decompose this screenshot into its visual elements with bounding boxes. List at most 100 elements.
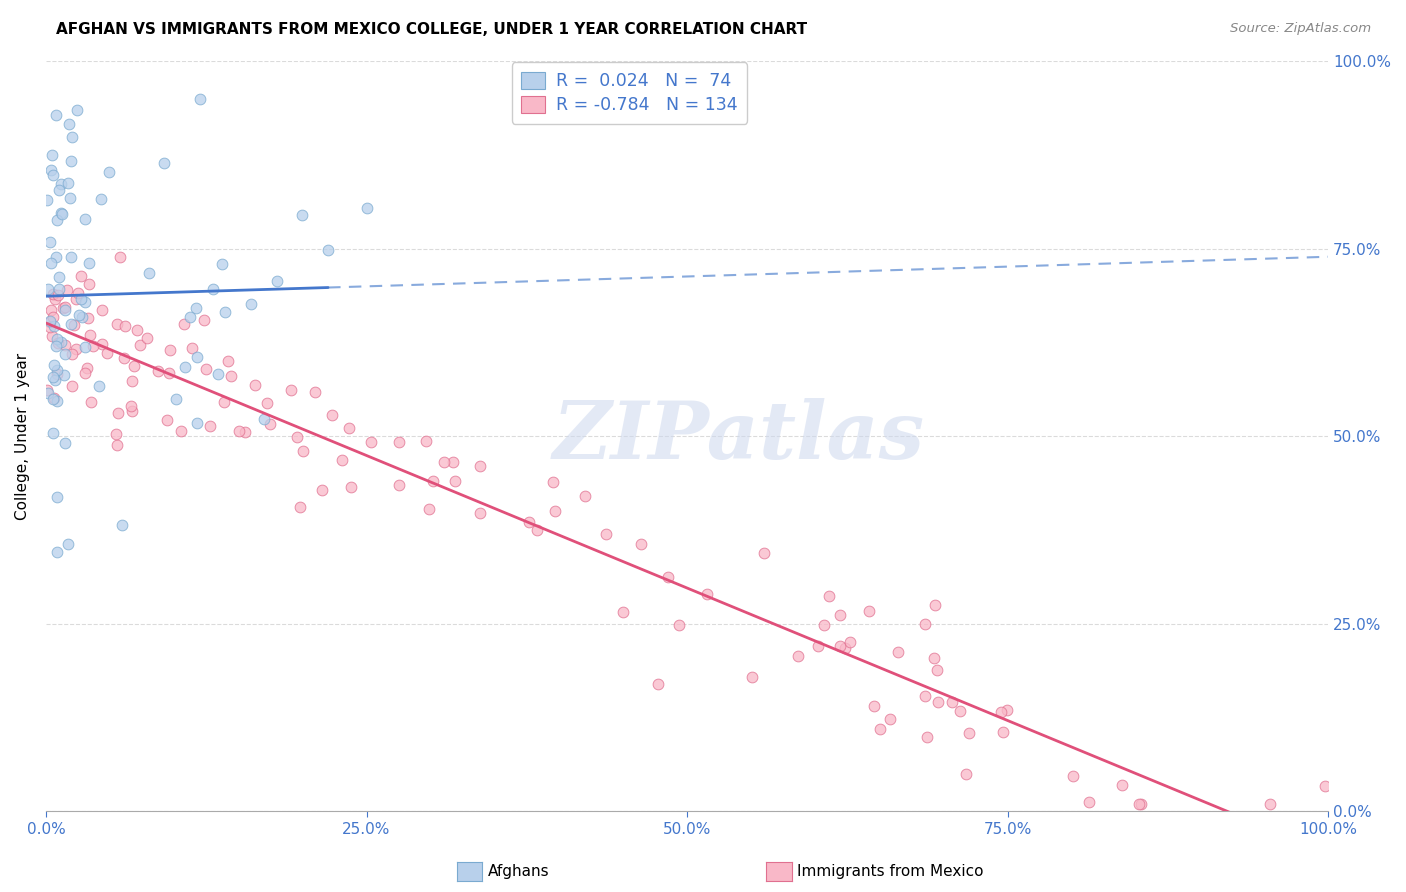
Point [337,421,360,435]
Point [432,455,454,469]
Point [42,392,65,406]
Point [356,201,378,215]
Point [75,295,97,310]
Point [114,319,136,334]
Point [991,725,1014,739]
Point [817,590,839,604]
Point [830,639,852,653]
Point [80,394,103,409]
Point [53,338,76,352]
Point [39,302,62,317]
Point [1062,769,1084,783]
Point [60,379,83,393]
Point [42,392,65,406]
Y-axis label: College, Under 1 year: College, Under 1 year [15,352,30,520]
Point [105,437,128,451]
Point [120,399,142,413]
Point [179,310,201,325]
Point [188,92,211,106]
Point [959,726,981,740]
Point [280,383,302,397]
Point [39,320,62,334]
Point [612,605,634,619]
Point [541,475,564,489]
Point [217,353,239,368]
Point [48,269,70,284]
Point [243,378,266,392]
Point [838,635,860,649]
Point [543,503,565,517]
Point [311,483,333,498]
Point [45,545,67,559]
Point [46,394,69,409]
Point [517,515,540,529]
Point [169,424,191,438]
Text: Immigrants from Mexico: Immigrants from Mexico [797,864,984,879]
Point [388,435,411,450]
Point [657,570,679,584]
Point [830,608,852,623]
Point [66,103,89,117]
Point [45,339,67,353]
Text: Source: ZipAtlas.com: Source: ZipAtlas.com [1230,22,1371,36]
Point [927,695,949,709]
Point [869,723,891,737]
Point [65,342,87,356]
Point [388,477,411,491]
Point [41,310,63,325]
Point [195,362,218,376]
Point [321,408,343,422]
Point [285,430,308,444]
Point [360,435,382,450]
Point [786,649,808,664]
Point [253,412,276,426]
Point [124,359,146,373]
Point [159,343,181,358]
Point [922,650,945,665]
Point [879,712,901,726]
Point [290,500,312,514]
Point [415,434,437,449]
Point [67,308,90,322]
Point [45,107,67,121]
Point [211,257,233,271]
Point [42,358,65,372]
Point [90,192,112,206]
Point [807,639,830,653]
Point [91,337,114,351]
Point [65,292,87,306]
Point [49,206,72,220]
Point [696,586,718,600]
Point [418,502,440,516]
Point [813,618,835,632]
Point [1078,795,1101,809]
Point [316,243,339,257]
Point [53,436,76,450]
Point [180,341,202,355]
Point [111,518,134,533]
Point [38,314,60,328]
Point [214,305,236,319]
Point [45,212,67,227]
Point [444,474,467,488]
Point [156,412,179,426]
Point [56,537,79,551]
Point [52,301,75,316]
Point [925,663,948,677]
Point [995,703,1018,717]
Point [82,339,104,353]
Point [470,506,492,520]
Point [53,301,76,315]
Point [48,335,70,350]
Point [148,364,170,378]
Point [595,527,617,541]
Point [948,705,970,719]
Point [67,286,90,301]
Point [184,301,207,315]
Point [96,345,118,359]
Point [37,384,59,398]
Point [110,250,132,264]
Point [754,546,776,560]
Point [330,453,353,467]
Point [214,395,236,409]
